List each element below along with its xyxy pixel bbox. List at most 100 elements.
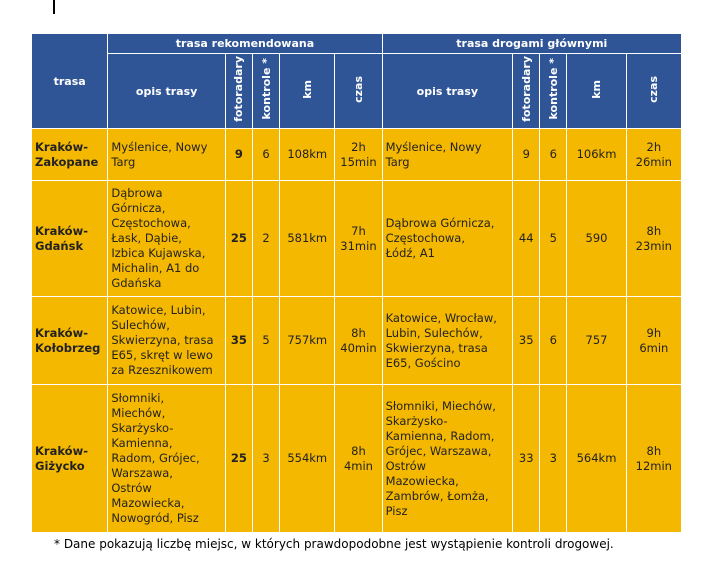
main-czas-value-line: 9h	[646, 325, 662, 340]
rec-km-value: 757km	[279, 296, 336, 385]
rec-route-description-line: za Rzesznikowem	[111, 363, 213, 377]
rec-route-description-line: E65, skręt w lewo	[111, 348, 213, 362]
rec-kontrole-value: 5	[251, 296, 281, 385]
main-czas-value: 2h 26min	[625, 128, 683, 181]
main-route-description-line: Lubin, Sulechów,	[385, 325, 483, 340]
main-route-description-line: Dąbrowa Górnicza,	[385, 216, 495, 230]
main-czas-value-line: 6min	[639, 340, 669, 355]
main-route-description-line: Słomniki, Miechów,	[385, 398, 496, 413]
rec-opis-header: opis trasy	[107, 53, 226, 129]
rec-route-description-line: Myślenice, Nowy	[111, 139, 208, 154]
rec-kontrole-value: 6	[251, 128, 281, 181]
rec-czas-value-line: 31min	[340, 238, 377, 253]
main-route-description: Myślenice, Nowy Targ	[381, 128, 514, 181]
group-recommended-header: trasa rekomendowana	[107, 33, 383, 54]
rec-czas-value: 2h 15min	[334, 128, 383, 181]
rec-route-description-line: Łask, Dąbie,	[111, 231, 182, 245]
rec-route-description-line: Gdańska	[111, 276, 162, 290]
route-name: Kraków- Gdańsk	[30, 180, 109, 297]
rec-fotoradary-header: fotoradary	[224, 53, 253, 129]
main-fotoradary-header: fotoradary	[512, 53, 541, 129]
rec-km-header: km	[279, 53, 336, 129]
main-czas-header: czas	[625, 53, 683, 129]
rec-route-description-line: Górnicza,	[111, 201, 166, 215]
main-czas-value: 8h 23min	[625, 180, 683, 297]
rec-czas-value-line: 4min	[343, 458, 373, 473]
main-route-description-line: Skwierzyna, trasa	[385, 340, 488, 355]
main-kontrole-value: 3	[539, 384, 568, 533]
rec-route-description-line: Miechów,	[111, 406, 166, 420]
route-name: Kraków- Kołobrzeg	[30, 296, 109, 385]
main-route-description-line: Ostrów	[385, 458, 427, 473]
main-km-header: km	[566, 53, 627, 129]
rec-czas-header: czas	[334, 53, 383, 129]
rec-route-description-line: Skarżysko-	[111, 421, 174, 435]
rec-fotoradary-value: 9	[224, 128, 253, 181]
route-name-line: Kraków-	[35, 223, 88, 238]
main-fotoradary-value: 35	[512, 296, 541, 385]
main-fotoradary-value: 44	[512, 180, 541, 297]
rec-route-description: Dąbrowa Górnicza, Częstochowa, Łask, Dąbie,…	[107, 180, 226, 297]
main-kontrole-value: 6	[539, 296, 568, 385]
routes-table: trasa trasa rekomendowana trasa drogami …	[30, 33, 683, 533]
table-row: Kraków- Kołobrzeg Katowice, Lubin, Sulechów…	[30, 296, 683, 385]
route-name-line: Kraków-	[35, 139, 88, 154]
header-row-columns: opis trasy fotoradary kontrole * km czas…	[32, 53, 683, 129]
rec-route-description: Katowice, Lubin, Sulechów, Skwierzyna, tra…	[107, 296, 226, 385]
rec-czas-value-line: 40min	[340, 340, 377, 355]
main-route-description: Katowice, Wrocław, Lubin, Sulechów, Skwier…	[381, 296, 514, 385]
rec-fotoradary-value: 25	[224, 384, 253, 533]
rec-km-value: 581km	[279, 180, 336, 297]
rec-route-description-line: Targ	[111, 154, 136, 169]
col-trasa-header: trasa	[30, 33, 109, 129]
route-name-line: Zakopane	[35, 154, 99, 169]
main-czas-value-line: 8h	[646, 443, 662, 458]
rec-km-value: 108km	[279, 128, 336, 181]
table-row: Kraków- Zakopane Myślenice, Nowy Targ 9 6 108k…	[30, 128, 683, 181]
rec-czas-value-line: 8h	[351, 443, 366, 458]
rec-route-description-line: Dąbrowa	[111, 186, 163, 200]
main-fotoradary-value: 9	[512, 128, 541, 181]
main-route-description-line: Mazowiecka,	[385, 473, 459, 488]
rec-route-description-line: Mazowiecka,	[111, 496, 185, 510]
rec-route-description-line: Michalin, A1 do	[111, 261, 200, 275]
main-route-description: Dąbrowa Górnicza, Częstochowa, Łódź, A1	[381, 180, 514, 297]
main-kontrole-value: 5	[539, 180, 568, 297]
main-kontrole-header: kontrole *	[539, 53, 568, 129]
rec-route-description-line: Słomniki,	[111, 391, 165, 405]
text-cursor	[53, 0, 55, 14]
rec-route-description-line: Sulechów,	[111, 318, 170, 332]
main-opis-header: opis trasy	[381, 53, 514, 129]
rec-route-description-line: Izbica Kujawska,	[111, 246, 206, 260]
main-czas-value-line: 12min	[635, 458, 672, 473]
rec-route-description: Myślenice, Nowy Targ	[107, 128, 226, 181]
main-czas-value-line: 8h	[646, 223, 662, 238]
rec-km-value: 554km	[279, 384, 336, 533]
rec-czas-value-line: 2h	[351, 139, 366, 154]
rec-czas-value-line: 8h	[351, 325, 366, 340]
main-route-description-line: Skarżysko-	[385, 413, 448, 428]
main-czas-value-line: 23min	[635, 238, 672, 253]
rec-czas-value-line: 15min	[340, 154, 377, 169]
route-name-line: Gdańsk	[35, 238, 84, 253]
main-km-value: 106km	[566, 128, 627, 181]
main-czas-value: 9h 6min	[625, 296, 683, 385]
main-route-description-line: Częstochowa,	[385, 231, 466, 245]
main-route-description: Słomniki, Miechów, Skarżysko- Kamienna, Ra…	[381, 384, 514, 533]
main-route-description-line: Myślenice, Nowy	[385, 139, 482, 154]
rec-kontrole-header: kontrole *	[251, 53, 281, 129]
main-route-description-line: E65, Gościno	[385, 355, 461, 370]
main-route-description-line: Łódź, A1	[385, 246, 435, 260]
route-name-line: Kraków-	[35, 325, 88, 340]
main-route-description-line: Kamienna, Radom,	[385, 428, 495, 443]
rec-czas-value: 8h 4min	[334, 384, 383, 533]
main-route-description-line: Grójec, Warszawa,	[385, 443, 492, 458]
footnote: * Dane pokazują liczbę miejsc, w których…	[54, 537, 614, 551]
rec-czas-value: 8h 40min	[334, 296, 383, 385]
header-row-groups: trasa trasa rekomendowana trasa drogami …	[30, 33, 683, 129]
rec-fotoradary-value: 25	[224, 180, 253, 297]
rec-route-description-line: Katowice, Lubin,	[111, 303, 206, 317]
route-name: Kraków- Zakopane	[30, 128, 109, 181]
main-route-description-line: Zambrów, Łomża,	[385, 488, 489, 503]
rec-czas-value-line: 7h	[351, 223, 366, 238]
